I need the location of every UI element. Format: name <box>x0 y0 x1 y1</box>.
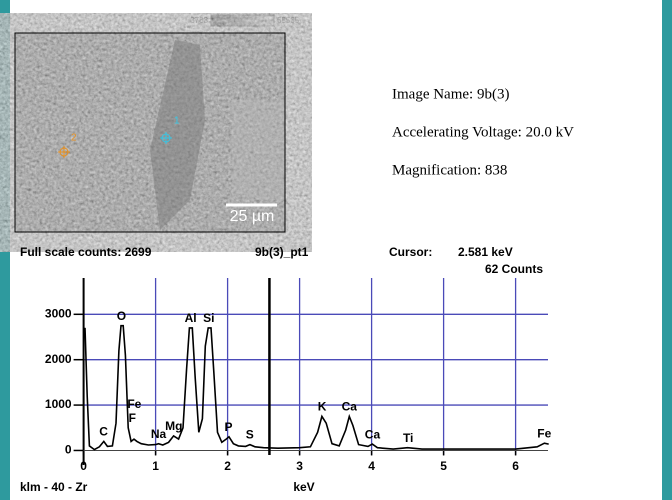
x-tick-label: 6 <box>512 459 519 473</box>
peak-label: Al <box>185 311 197 325</box>
y-tick-label: 2000 <box>45 352 72 366</box>
y-tick-label: 1000 <box>45 397 72 411</box>
cursor-counts: 62 Counts <box>485 262 543 276</box>
x-axis-label: keV <box>293 480 314 494</box>
point-label: 1 <box>174 116 180 127</box>
peak-label: Ca <box>365 427 381 441</box>
peak-label: Fe <box>127 397 141 411</box>
x-tick-label: 2 <box>224 459 231 473</box>
chart: 3783 65535 1 2 25 µm Image Name: 9b(3) A… <box>0 0 672 500</box>
spectrum-name: 9b(3)_pt1 <box>255 245 309 259</box>
peak-label: Si <box>203 311 214 325</box>
x-tick-label: 3 <box>296 459 303 473</box>
colorbar-min: 3783 <box>190 16 208 25</box>
colorbar <box>211 15 274 26</box>
page: 3783 65535 1 2 25 µm Image Name: 9b(3) A… <box>0 0 672 500</box>
peak-label: Ti <box>403 431 413 445</box>
cursor-label: Cursor: <box>389 245 432 259</box>
peak-label: S <box>246 428 254 442</box>
peak-label: Mg <box>165 419 182 433</box>
scale-bar-label: 25 µm <box>230 208 275 225</box>
full-scale: Full scale counts: 2699 <box>20 245 152 259</box>
info-text: Magnification: 838 <box>392 162 507 178</box>
footer: klm - 40 - Zr <box>20 480 88 494</box>
x-tick-label: 1 <box>152 459 159 473</box>
info-text: Image Name: 9b(3) <box>392 86 509 102</box>
point-label: 2 <box>71 133 77 144</box>
peak-label: O <box>117 309 126 323</box>
peak-label: C <box>99 425 108 439</box>
y-tick-label: 0 <box>65 443 72 457</box>
y-tick-label: 3000 <box>45 306 72 320</box>
peak-label: F <box>129 411 136 425</box>
peak-label: Fe <box>537 426 551 440</box>
info-text: Accelerating Voltage: 20.0 kV <box>392 124 574 140</box>
peak-label: P <box>225 420 233 434</box>
cursor-energy: 2.581 keV <box>458 245 513 259</box>
x-tick-label: 4 <box>368 459 375 473</box>
x-tick-label: 5 <box>440 459 447 473</box>
peak-label: K <box>318 400 327 414</box>
colorbar-max: 65535 <box>277 16 300 25</box>
sem-image <box>15 33 285 232</box>
peak-label: Ca <box>342 400 358 414</box>
